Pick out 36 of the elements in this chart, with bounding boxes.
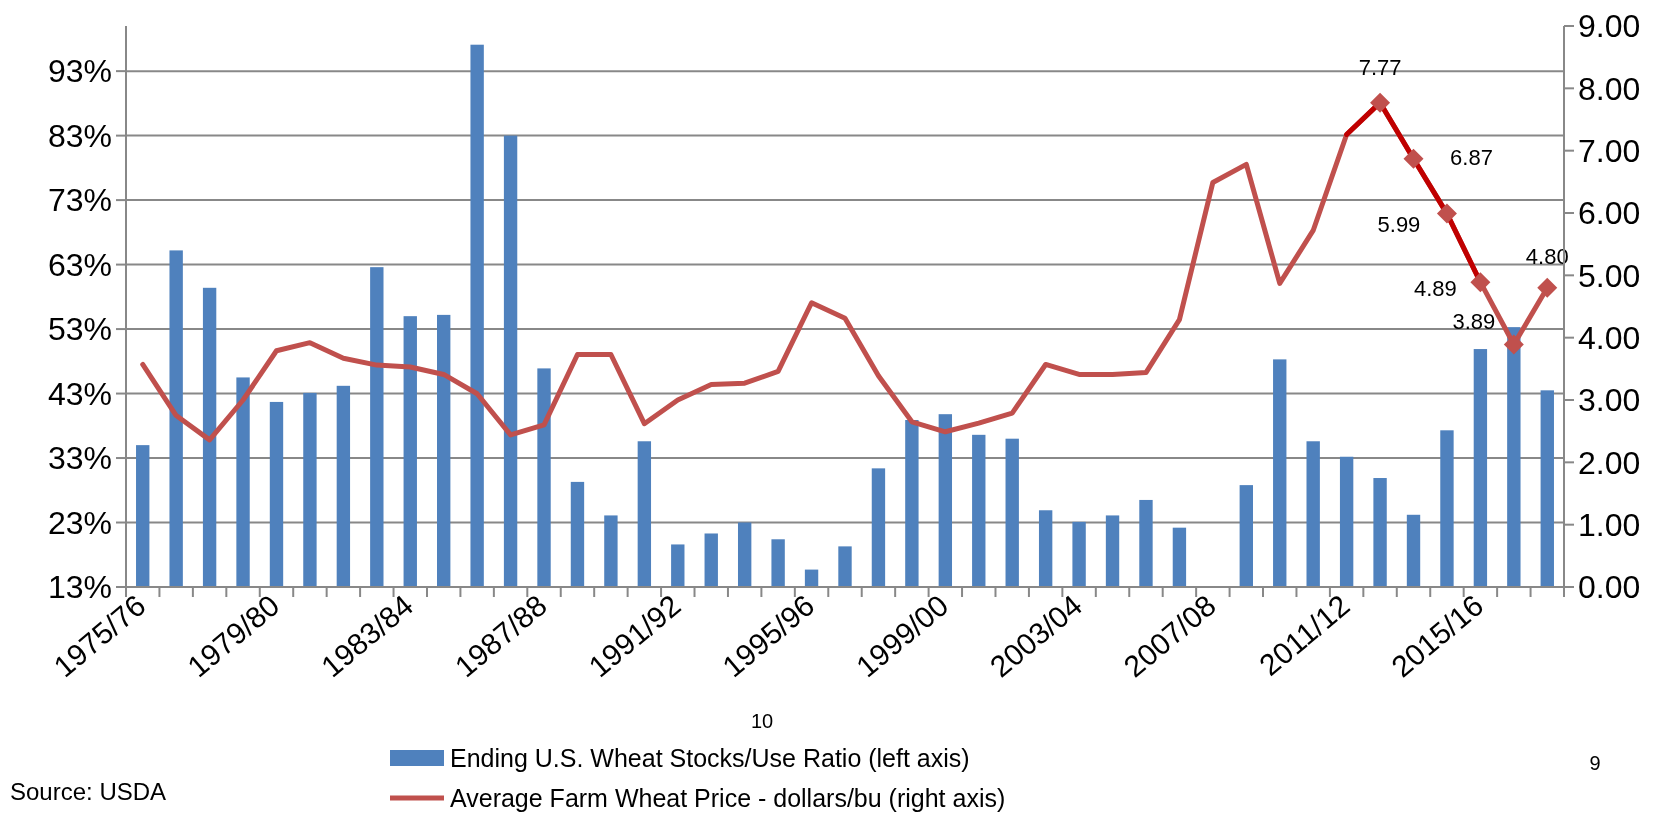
point bbox=[1470, 272, 1491, 293]
data-label: 4.89 bbox=[1413, 276, 1457, 302]
point bbox=[1436, 203, 1457, 224]
y2-tick-label: 0.00 bbox=[1578, 569, 1641, 606]
y2-tick-label: 6.00 bbox=[1578, 195, 1641, 232]
y-tick-label: 73% bbox=[47, 182, 112, 219]
point bbox=[1370, 92, 1391, 113]
y-tick-label: 83% bbox=[47, 117, 112, 154]
y-tick-label: 53% bbox=[47, 311, 112, 348]
text: 9 bbox=[1589, 752, 1601, 774]
y2-tick-label: 9.00 bbox=[1578, 8, 1641, 45]
y2-tick-label: 1.00 bbox=[1578, 506, 1641, 543]
y-tick-label: 23% bbox=[47, 504, 112, 541]
y2-tick-label: 7.00 bbox=[1578, 132, 1641, 169]
data-label: 3.89 bbox=[1452, 308, 1496, 334]
y-tick-label: 93% bbox=[47, 53, 112, 90]
y2-tick-label: 8.00 bbox=[1578, 70, 1641, 107]
data-label: 7.77 bbox=[1358, 54, 1402, 80]
point bbox=[1537, 277, 1558, 298]
y-tick-label: 63% bbox=[47, 246, 112, 283]
y2-tick-label: 3.00 bbox=[1578, 382, 1641, 419]
y2-tick-label: 5.00 bbox=[1578, 257, 1641, 294]
y-tick-label: 13% bbox=[47, 569, 112, 606]
data-label: 6.87 bbox=[1450, 144, 1493, 170]
y2-tick-label: 2.00 bbox=[1578, 444, 1641, 481]
point bbox=[1503, 334, 1524, 355]
y-tick-label: 43% bbox=[47, 375, 112, 412]
source-note: Source: USDA bbox=[10, 778, 167, 805]
y-tick-label: 33% bbox=[47, 440, 112, 477]
legend-label: Average Farm Wheat Price - dollars/bu (right axis) bbox=[450, 783, 1006, 812]
y2-tick-label: 4.00 bbox=[1578, 319, 1641, 356]
data-label: 4.80 bbox=[1525, 243, 1569, 269]
data-label: 5.99 bbox=[1377, 211, 1421, 237]
legend-label: Ending U.S. Wheat Stocks/Use Ratio (left axis) bbox=[450, 743, 970, 772]
point bbox=[1403, 148, 1424, 169]
text: 10 bbox=[750, 710, 774, 732]
